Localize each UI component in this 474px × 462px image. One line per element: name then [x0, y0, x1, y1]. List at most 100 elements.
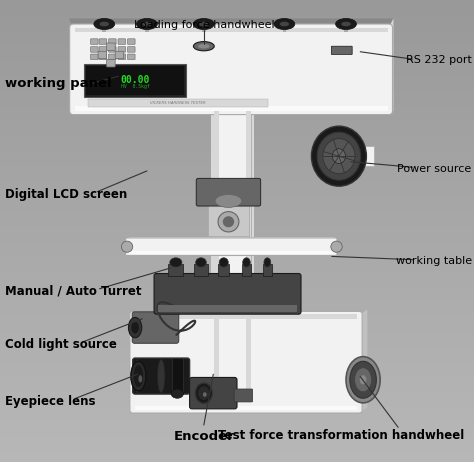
Text: Digital LCD screen: Digital LCD screen: [5, 188, 127, 201]
FancyBboxPatch shape: [246, 102, 251, 397]
Ellipse shape: [134, 359, 141, 393]
Ellipse shape: [142, 22, 152, 26]
Ellipse shape: [174, 359, 182, 393]
Ellipse shape: [331, 241, 342, 252]
Text: RS 232 port: RS 232 port: [406, 55, 472, 65]
Ellipse shape: [218, 212, 239, 232]
Polygon shape: [69, 18, 393, 28]
Ellipse shape: [137, 18, 157, 30]
FancyBboxPatch shape: [99, 47, 107, 52]
Ellipse shape: [193, 42, 214, 51]
FancyBboxPatch shape: [91, 47, 98, 52]
FancyBboxPatch shape: [353, 146, 374, 166]
Text: HV  0.5kgf: HV 0.5kgf: [121, 85, 149, 89]
Ellipse shape: [355, 368, 372, 392]
Ellipse shape: [138, 375, 142, 383]
FancyBboxPatch shape: [75, 106, 388, 111]
Ellipse shape: [199, 22, 209, 26]
FancyBboxPatch shape: [84, 64, 186, 97]
FancyBboxPatch shape: [88, 99, 268, 107]
Ellipse shape: [223, 216, 234, 227]
FancyBboxPatch shape: [118, 47, 126, 52]
Ellipse shape: [134, 365, 143, 387]
Text: working table: working table: [395, 256, 472, 266]
FancyBboxPatch shape: [91, 39, 98, 44]
Text: Test force transformation handwheel: Test force transformation handwheel: [218, 429, 465, 442]
FancyBboxPatch shape: [202, 27, 206, 32]
FancyBboxPatch shape: [214, 102, 219, 397]
Text: Encoder: Encoder: [173, 430, 234, 443]
FancyBboxPatch shape: [129, 237, 334, 240]
Ellipse shape: [219, 258, 228, 267]
Text: Loading force handwheel: Loading force handwheel: [134, 20, 274, 30]
Ellipse shape: [100, 22, 109, 26]
FancyBboxPatch shape: [128, 39, 135, 44]
Ellipse shape: [121, 241, 133, 252]
FancyBboxPatch shape: [130, 311, 362, 413]
Ellipse shape: [341, 22, 351, 26]
Ellipse shape: [198, 386, 210, 400]
FancyBboxPatch shape: [208, 204, 249, 236]
FancyBboxPatch shape: [129, 251, 334, 254]
FancyBboxPatch shape: [168, 264, 183, 276]
Ellipse shape: [350, 361, 376, 398]
FancyBboxPatch shape: [356, 364, 367, 398]
Ellipse shape: [243, 258, 250, 267]
FancyBboxPatch shape: [75, 28, 388, 32]
Ellipse shape: [196, 258, 206, 267]
FancyBboxPatch shape: [98, 51, 107, 59]
FancyBboxPatch shape: [172, 358, 183, 394]
FancyBboxPatch shape: [344, 27, 348, 32]
Text: Manual / Auto Turret: Manual / Auto Turret: [5, 285, 141, 298]
FancyBboxPatch shape: [196, 178, 261, 206]
Polygon shape: [133, 314, 360, 412]
FancyBboxPatch shape: [86, 66, 184, 95]
FancyBboxPatch shape: [99, 39, 107, 44]
FancyBboxPatch shape: [234, 389, 253, 402]
FancyBboxPatch shape: [118, 39, 126, 44]
FancyBboxPatch shape: [128, 54, 135, 60]
FancyBboxPatch shape: [331, 46, 352, 55]
Ellipse shape: [360, 375, 366, 384]
Ellipse shape: [131, 322, 139, 334]
FancyBboxPatch shape: [135, 314, 357, 319]
FancyBboxPatch shape: [133, 358, 190, 394]
FancyBboxPatch shape: [109, 54, 116, 60]
FancyBboxPatch shape: [194, 264, 208, 276]
FancyBboxPatch shape: [218, 264, 229, 276]
FancyBboxPatch shape: [154, 274, 301, 314]
Ellipse shape: [131, 361, 146, 391]
Ellipse shape: [264, 258, 271, 267]
Polygon shape: [389, 18, 393, 111]
FancyBboxPatch shape: [70, 24, 392, 115]
Ellipse shape: [157, 359, 165, 393]
Ellipse shape: [198, 44, 210, 49]
FancyBboxPatch shape: [214, 102, 251, 397]
Ellipse shape: [193, 18, 214, 30]
Ellipse shape: [346, 357, 380, 403]
Ellipse shape: [170, 258, 182, 267]
FancyBboxPatch shape: [99, 54, 107, 60]
FancyBboxPatch shape: [107, 60, 115, 67]
Ellipse shape: [171, 389, 183, 398]
Text: Eyepiece lens: Eyepiece lens: [5, 395, 95, 408]
Ellipse shape: [323, 139, 355, 174]
FancyBboxPatch shape: [91, 54, 98, 60]
Ellipse shape: [311, 126, 366, 186]
Ellipse shape: [332, 149, 346, 164]
FancyBboxPatch shape: [135, 406, 357, 410]
Ellipse shape: [128, 317, 142, 338]
Text: Cold light source: Cold light source: [5, 338, 117, 351]
Text: Power source: Power source: [397, 164, 472, 174]
FancyBboxPatch shape: [109, 39, 116, 44]
Ellipse shape: [215, 195, 242, 207]
FancyBboxPatch shape: [128, 47, 135, 52]
FancyBboxPatch shape: [242, 264, 251, 276]
Ellipse shape: [317, 132, 361, 180]
FancyBboxPatch shape: [263, 264, 272, 276]
Ellipse shape: [203, 392, 207, 397]
FancyBboxPatch shape: [107, 43, 115, 50]
FancyBboxPatch shape: [132, 312, 179, 343]
Ellipse shape: [280, 22, 289, 26]
FancyBboxPatch shape: [145, 27, 149, 32]
